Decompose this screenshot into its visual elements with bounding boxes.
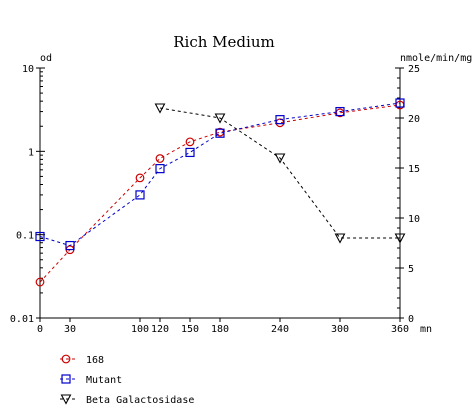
x-tick-label: 0 xyxy=(37,324,43,335)
data-point xyxy=(135,173,145,183)
right-tick-label: 5 xyxy=(408,264,414,275)
data-point xyxy=(334,233,346,244)
series-line xyxy=(159,107,400,239)
x-tick-label: 360 xyxy=(391,324,409,335)
series-line xyxy=(39,104,401,283)
x-tick-label: 300 xyxy=(331,324,349,335)
left-tick-label: 0.01 xyxy=(10,314,34,325)
right-tick-label: 10 xyxy=(408,214,420,225)
series-beta-galactosidase xyxy=(154,103,406,244)
x-axis-unit: mn xyxy=(420,324,432,335)
x-tick-label: 120 xyxy=(151,324,169,335)
x-tick-label: 180 xyxy=(211,324,229,335)
data-point xyxy=(215,128,225,138)
chart-title: Rich Medium xyxy=(173,33,274,51)
right-tick-label: 0 xyxy=(408,314,414,325)
left-tick-label: 1 xyxy=(28,147,34,158)
data-point xyxy=(394,233,406,244)
x-tick-label: 240 xyxy=(271,324,289,335)
data-point xyxy=(155,164,165,174)
data-point xyxy=(395,98,405,108)
data-point xyxy=(135,190,145,200)
series-layer xyxy=(35,98,406,287)
left-tick-label: 10 xyxy=(22,64,34,75)
data-point xyxy=(35,231,45,242)
data-point xyxy=(335,106,345,117)
legend: 168 Mutant Beta Galactosidase xyxy=(60,354,194,405)
x-tick-label: 150 xyxy=(181,324,199,335)
data-point xyxy=(185,147,195,158)
legend-label: 168 xyxy=(86,355,104,366)
data-point xyxy=(61,354,71,364)
right-tick-label: 15 xyxy=(408,164,420,175)
axes: 0 30 100 120 150 180 240 300 360 mn0.010.11100510… xyxy=(10,64,432,335)
x-tick-label: 30 xyxy=(64,324,76,335)
right-tick-label: 25 xyxy=(408,64,420,75)
x-tick-label: 100 xyxy=(131,324,149,335)
left-tick-label: 0.1 xyxy=(16,231,34,242)
data-point xyxy=(154,103,166,114)
series-mutant xyxy=(35,98,405,251)
legend-label: Beta Galactosidase xyxy=(86,395,194,405)
data-point xyxy=(60,394,72,405)
right-tick-label: 20 xyxy=(408,114,420,125)
legend-label: Mutant xyxy=(86,375,122,386)
right-axis-label: nmole/min/mg xyxy=(400,53,472,64)
series-line xyxy=(39,102,401,247)
data-point xyxy=(274,153,286,164)
data-point xyxy=(65,240,75,251)
data-point xyxy=(35,277,45,287)
data-point xyxy=(214,113,226,124)
left-axis-label: od xyxy=(40,53,52,64)
data-point xyxy=(61,374,71,384)
data-point xyxy=(185,137,195,147)
data-point xyxy=(275,115,285,125)
data-point xyxy=(155,154,165,163)
